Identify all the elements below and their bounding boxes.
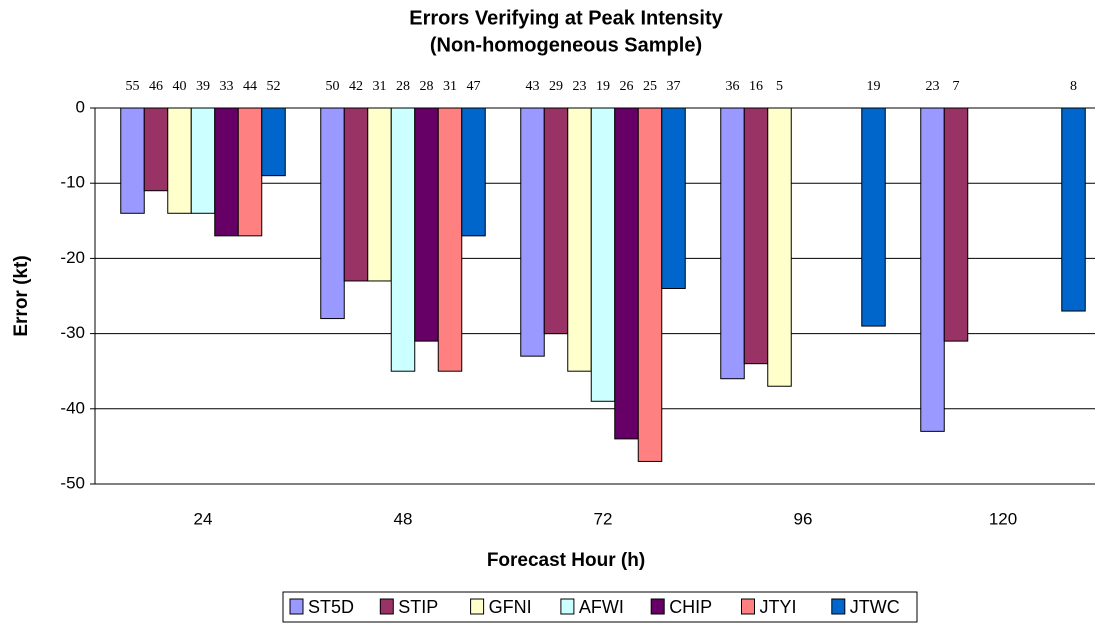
sample-count: 47 — [467, 79, 481, 94]
sample-count: 7 — [953, 79, 960, 94]
bar — [543, 107, 569, 335]
sample-count: 33 — [220, 79, 234, 94]
bar — [320, 107, 345, 320]
sample-count: 19 — [596, 79, 610, 94]
legend-label: ST5D — [308, 597, 354, 617]
legend-swatch — [831, 598, 846, 615]
bar — [414, 107, 439, 342]
bar — [943, 107, 969, 342]
sample-count: 16 — [749, 79, 763, 94]
bar — [461, 107, 486, 237]
sample-count: 50 — [326, 79, 340, 94]
sample-count: 31 — [443, 79, 457, 94]
legend-swatch — [741, 598, 755, 615]
legend-label: AFWI — [579, 597, 624, 617]
bar — [567, 107, 592, 372]
bar — [614, 107, 639, 440]
x-tick-label: 24 — [194, 509, 213, 528]
y-tick-label: -30 — [60, 323, 85, 342]
sample-count: 39 — [196, 79, 210, 94]
sample-count: 43 — [526, 79, 540, 94]
bar — [920, 107, 945, 432]
legend-label: GFNI — [489, 597, 532, 617]
sample-count: 28 — [396, 79, 410, 94]
legend-label: JTYI — [760, 597, 797, 617]
bar — [367, 107, 392, 282]
sample-count: 46 — [149, 79, 163, 94]
legend-swatch — [560, 598, 575, 615]
bar — [661, 107, 686, 289]
legend-swatch — [470, 598, 485, 615]
legend-box — [282, 591, 918, 623]
chart-title: Errors Verifying at Peak Intensity — [409, 7, 723, 29]
bar — [237, 107, 263, 237]
bar — [120, 107, 145, 214]
bar — [590, 107, 616, 402]
bar — [167, 107, 192, 214]
x-tick-label: 120 — [989, 509, 1017, 528]
bar — [743, 107, 769, 365]
bar — [720, 107, 745, 380]
y-tick-label: -10 — [60, 173, 85, 192]
bar — [343, 107, 369, 282]
bar — [390, 107, 416, 372]
sample-count: 26 — [620, 79, 634, 94]
x-tick-label: 48 — [394, 509, 413, 528]
y-tick-label: -50 — [60, 473, 85, 492]
legend-label: JTWC — [850, 597, 900, 617]
sample-count: 23 — [926, 79, 940, 94]
sample-count: 23 — [573, 79, 587, 94]
sample-count: 25 — [643, 79, 657, 94]
x-tick-label: 72 — [594, 509, 613, 528]
y-tick-label: -20 — [60, 248, 85, 267]
bar — [437, 107, 463, 372]
sample-count: 31 — [373, 79, 387, 94]
sample-count: 40 — [173, 79, 187, 94]
sample-count: 44 — [243, 79, 257, 94]
sample-count: 42 — [349, 79, 363, 94]
legend-swatch — [289, 598, 304, 615]
legend-label: CHIP — [669, 597, 712, 617]
bar — [767, 107, 792, 387]
sample-count: 52 — [267, 79, 281, 94]
x-tick-label: 96 — [794, 509, 813, 528]
chart-subtitle: (Non-homogeneous Sample) — [430, 34, 702, 56]
bar — [1061, 107, 1086, 312]
y-tick-label: -40 — [60, 398, 85, 417]
sample-count: 55 — [126, 79, 140, 94]
sample-count: 36 — [726, 79, 740, 94]
bar — [214, 107, 239, 237]
legend-swatch — [650, 598, 665, 615]
sample-count: 28 — [420, 79, 434, 94]
sample-count: 5 — [776, 79, 783, 94]
bar — [520, 107, 545, 357]
x-axis-label: Forecast Hour (h) — [487, 550, 645, 571]
legend-label: STIP — [398, 597, 438, 617]
sample-count: 29 — [549, 79, 563, 94]
bar — [861, 107, 886, 327]
sample-count: 37 — [667, 79, 681, 94]
y-tick-label: 0 — [76, 97, 85, 116]
sample-count: 8 — [1070, 79, 1077, 94]
legend-swatch — [379, 598, 394, 615]
bar — [190, 107, 216, 214]
bar — [637, 107, 663, 462]
bar — [143, 107, 169, 192]
y-axis-label: Error (kt) — [11, 255, 32, 336]
bar — [261, 107, 286, 177]
sample-count: 19 — [867, 79, 881, 94]
